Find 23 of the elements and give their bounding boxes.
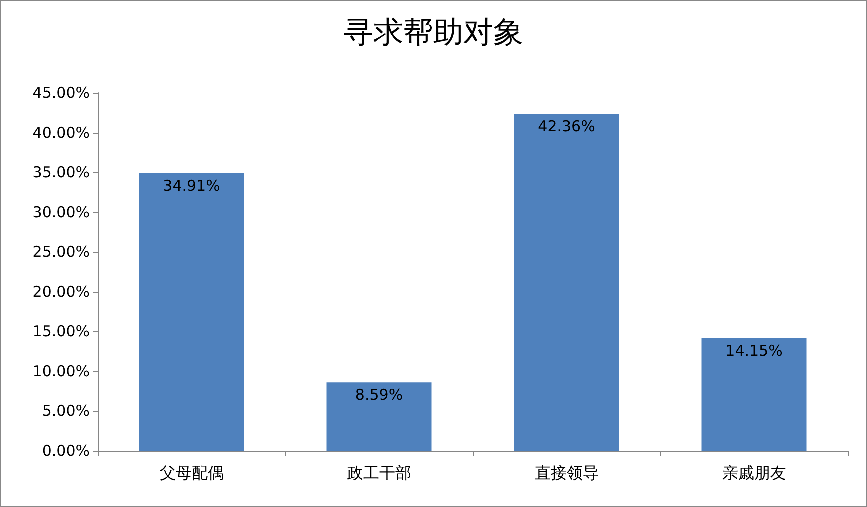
y-tick-label: 10.00%	[32, 362, 90, 380]
chart-title: 寻求帮助对象	[344, 16, 524, 50]
bar	[139, 173, 244, 451]
data-label: 14.15%	[726, 342, 783, 360]
data-label: 8.59%	[355, 386, 404, 404]
x-tick-label: 父母配偶	[160, 464, 224, 482]
y-tick-label: 40.00%	[32, 124, 90, 142]
y-tick-label: 25.00%	[32, 243, 90, 262]
y-tick-label: 0.00%	[42, 442, 90, 460]
y-tick-label: 20.00%	[32, 282, 90, 301]
x-tick-label: 直接领导	[534, 464, 599, 482]
bar	[514, 114, 620, 451]
x-tick-label: 政工干部	[347, 464, 412, 482]
data-label: 42.36%	[538, 118, 596, 136]
bar	[326, 382, 432, 451]
y-tick-label: 5.00%	[42, 402, 90, 420]
data-label: 34.91%	[163, 176, 220, 195]
y-tick-label: 15.00%	[32, 322, 90, 341]
bar	[702, 338, 807, 451]
x-tick-label: 亲戚朋友	[722, 464, 786, 482]
y-tick-label: 30.00%	[32, 203, 90, 222]
y-tick-label: 45.00%	[32, 84, 90, 102]
y-tick-label: 35.00%	[32, 164, 90, 182]
